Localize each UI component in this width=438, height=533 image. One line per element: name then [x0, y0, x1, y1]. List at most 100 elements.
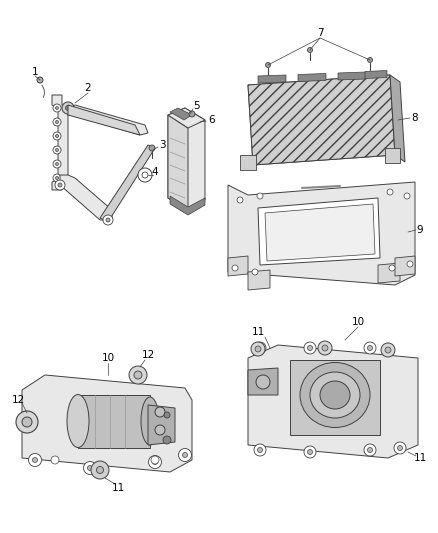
Circle shape [237, 197, 243, 203]
Circle shape [255, 346, 261, 352]
Circle shape [407, 261, 413, 267]
Text: 2: 2 [85, 83, 91, 93]
Circle shape [164, 412, 170, 418]
Polygon shape [148, 405, 175, 445]
Polygon shape [258, 198, 380, 265]
Circle shape [22, 417, 32, 427]
Circle shape [51, 456, 59, 464]
Polygon shape [168, 108, 205, 210]
Polygon shape [390, 75, 405, 162]
Circle shape [387, 189, 393, 195]
Circle shape [394, 442, 406, 454]
Polygon shape [258, 75, 286, 83]
Text: 5: 5 [193, 101, 199, 111]
Polygon shape [60, 175, 112, 220]
Circle shape [149, 145, 155, 151]
Circle shape [28, 454, 42, 466]
Circle shape [258, 345, 262, 351]
Circle shape [53, 146, 61, 154]
Circle shape [55, 180, 65, 190]
Text: 4: 4 [152, 167, 158, 177]
Circle shape [56, 107, 59, 109]
Circle shape [53, 132, 61, 140]
Circle shape [155, 425, 165, 435]
Circle shape [252, 269, 258, 275]
Circle shape [183, 453, 187, 457]
Circle shape [254, 342, 266, 354]
Circle shape [385, 347, 391, 353]
Circle shape [106, 218, 110, 222]
Polygon shape [248, 345, 418, 458]
Polygon shape [240, 155, 256, 170]
Text: 8: 8 [412, 113, 418, 123]
Circle shape [134, 371, 142, 379]
Circle shape [304, 446, 316, 458]
Circle shape [304, 342, 316, 354]
Text: 9: 9 [417, 225, 423, 235]
Circle shape [16, 411, 38, 433]
Circle shape [367, 448, 372, 453]
Circle shape [258, 448, 262, 453]
Text: 11: 11 [111, 483, 125, 493]
Circle shape [53, 118, 61, 126]
Polygon shape [170, 196, 205, 215]
Ellipse shape [141, 397, 159, 445]
Circle shape [152, 459, 158, 464]
Polygon shape [378, 263, 400, 283]
Polygon shape [248, 368, 278, 395]
Circle shape [364, 342, 376, 354]
Text: 11: 11 [413, 453, 427, 463]
Circle shape [318, 341, 332, 355]
Polygon shape [68, 105, 140, 135]
Circle shape [62, 102, 74, 114]
Polygon shape [298, 74, 326, 82]
Ellipse shape [320, 381, 350, 409]
Circle shape [367, 58, 372, 62]
Circle shape [163, 436, 171, 444]
Polygon shape [395, 256, 415, 276]
Circle shape [32, 457, 38, 463]
Text: 7: 7 [317, 28, 323, 38]
Circle shape [142, 172, 148, 178]
Ellipse shape [67, 394, 89, 448]
Circle shape [364, 444, 376, 456]
Circle shape [138, 168, 152, 182]
Text: 1: 1 [32, 67, 38, 77]
Circle shape [307, 345, 312, 351]
Polygon shape [170, 108, 192, 120]
Polygon shape [100, 145, 155, 222]
Circle shape [404, 193, 410, 199]
Circle shape [84, 462, 96, 474]
Circle shape [265, 62, 271, 68]
Circle shape [256, 375, 270, 389]
Circle shape [367, 345, 372, 351]
Text: 10: 10 [351, 317, 364, 327]
Circle shape [307, 47, 312, 52]
Ellipse shape [310, 372, 360, 418]
Text: 6: 6 [208, 115, 215, 125]
Text: 11: 11 [251, 327, 265, 337]
Polygon shape [248, 75, 395, 165]
Circle shape [151, 456, 159, 464]
Polygon shape [248, 270, 270, 290]
Circle shape [66, 106, 71, 110]
Polygon shape [290, 360, 380, 435]
Circle shape [307, 449, 312, 455]
Circle shape [148, 456, 162, 469]
Ellipse shape [300, 362, 370, 427]
Polygon shape [168, 115, 188, 210]
Text: 12: 12 [141, 350, 155, 360]
Polygon shape [52, 95, 68, 190]
Polygon shape [385, 148, 400, 163]
Polygon shape [265, 204, 375, 261]
Circle shape [257, 193, 263, 199]
Polygon shape [68, 105, 148, 135]
Circle shape [189, 111, 195, 117]
Circle shape [322, 345, 328, 351]
Circle shape [53, 174, 61, 182]
Text: 12: 12 [11, 395, 25, 405]
Circle shape [103, 215, 113, 225]
Circle shape [179, 448, 191, 462]
Circle shape [232, 265, 238, 271]
Polygon shape [78, 395, 150, 448]
